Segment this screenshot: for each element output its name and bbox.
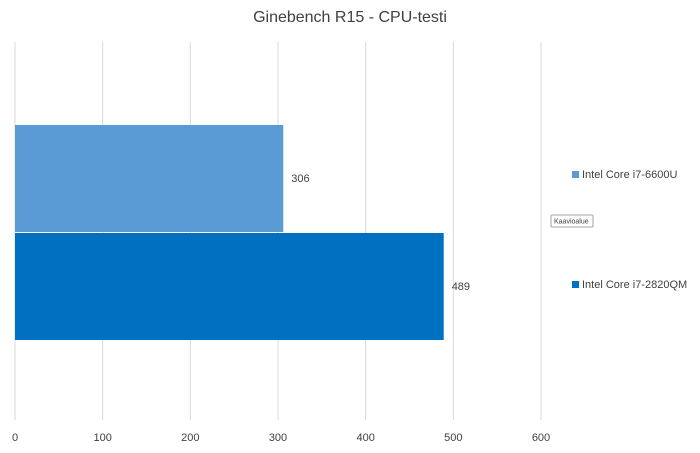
data-label: 306 bbox=[291, 173, 309, 185]
bar bbox=[15, 125, 284, 232]
tooltip-box bbox=[550, 214, 594, 228]
x-tick-label: 500 bbox=[444, 432, 462, 444]
tooltip-text: Kaavioalue bbox=[554, 218, 589, 225]
x-tick-label: 300 bbox=[269, 432, 287, 444]
x-tick-label: 100 bbox=[93, 432, 111, 444]
chart-title: Ginebench R15 - CPU-testi bbox=[253, 9, 447, 26]
x-tick-label: 400 bbox=[356, 432, 374, 444]
bar bbox=[15, 233, 444, 340]
x-tick-label: 200 bbox=[181, 432, 199, 444]
data-label: 489 bbox=[452, 281, 470, 293]
legend-label: Intel Core i7-6600U bbox=[582, 169, 677, 181]
legend-swatch bbox=[572, 171, 579, 178]
x-tick-label: 600 bbox=[532, 432, 550, 444]
legend-swatch bbox=[572, 281, 579, 288]
legend-label: Intel Core i7-2820QM bbox=[582, 279, 687, 291]
x-tick-label: 0 bbox=[12, 432, 18, 444]
